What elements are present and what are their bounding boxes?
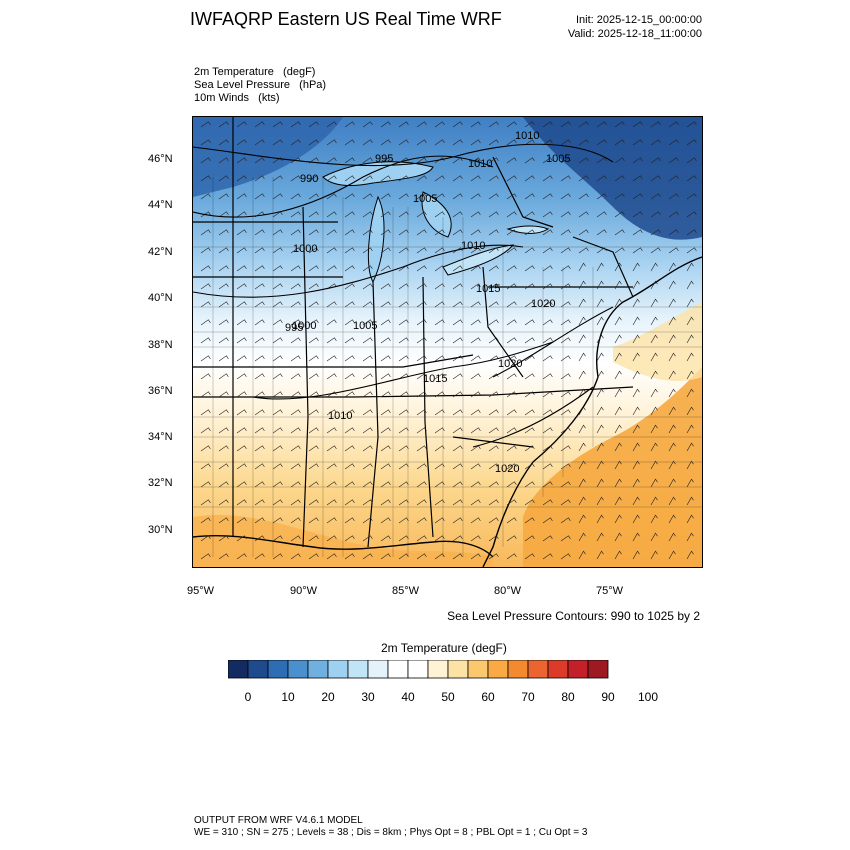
temperature-colorbar: 0 10 20 30 40 50 60 70 80 90 100 [227, 659, 668, 713]
field-winds: 10m Winds (kts) [194, 92, 280, 104]
isobar-label: 1005 [413, 193, 437, 205]
lat-tick-46: 46°N [148, 153, 173, 165]
contour-note: Sea Level Pressure Contours: 990 to 1025… [447, 609, 700, 623]
field-temperature: 2m Temperature (degF) [194, 66, 316, 78]
colorbar-label: 40 [401, 690, 415, 704]
colorbar-swatch [487, 659, 509, 679]
wind-barbs [200, 121, 697, 560]
colorbar-swatch [587, 659, 609, 679]
lat-tick-34: 34°N [148, 431, 173, 443]
colorbar-swatch [287, 659, 309, 679]
isobar-label: 1020 [495, 463, 519, 475]
colorbar-swatch [227, 659, 249, 679]
colorbar-svg: 0 10 20 30 40 50 60 70 80 90 100 [227, 659, 658, 704]
lat-tick-30: 30°N [148, 524, 173, 536]
lon-tick-95: 95°W [187, 585, 215, 597]
lat-tick-36: 36°N [148, 385, 173, 397]
isobar-label: 1010 [461, 240, 485, 252]
footer-model: OUTPUT FROM WRF V4.6.1 MODEL [194, 815, 363, 826]
isobar-label: 995 [285, 322, 303, 334]
colorbar-label: 80 [561, 690, 575, 704]
warm-region-offshore [613, 302, 702, 382]
cold-region-northeast [523, 117, 702, 240]
isobar-contours [193, 143, 614, 448]
isobar-label: 1020 [498, 358, 522, 370]
lon-tick-80: 80°W [494, 585, 522, 597]
isobar-label: 1015 [476, 283, 500, 295]
isobar-label: 1000 [293, 243, 317, 255]
colorbar-label: 20 [321, 690, 335, 704]
chart-title: IWFAQRP Eastern US Real Time WRF [190, 9, 502, 29]
colorbar-label: 30 [361, 690, 375, 704]
isobar-label: 1005 [353, 320, 377, 332]
colorbar-label: 50 [441, 690, 455, 704]
isobar-label: 1000 [292, 320, 316, 332]
colorbar-swatch [327, 659, 349, 679]
init-time: Init: 2025-12-15_00:00:00 [576, 14, 702, 26]
isobar-label: 1010 [328, 410, 352, 422]
colorbar-swatch [567, 659, 589, 679]
colorbar-swatch [467, 659, 489, 679]
colorbar-swatch [347, 659, 369, 679]
field-list: 2m Temperature (degF) Sea Level Pressure… [194, 66, 326, 105]
colorbar-swatch [427, 659, 449, 679]
colorbar-label: 60 [481, 690, 495, 704]
valid-time: Valid: 2025-12-18_11:00:00 [567, 28, 702, 40]
colorbar-swatch [247, 659, 269, 679]
lat-tick-40: 40°N [148, 292, 173, 304]
lat-tick-32: 32°N [148, 477, 173, 489]
colorbar-label: 100 [638, 690, 658, 704]
colorbar-swatch [507, 659, 529, 679]
lon-tick-85: 85°W [392, 585, 420, 597]
colorbar-swatch [527, 659, 549, 679]
colorbar-swatch [387, 659, 409, 679]
isobar-label: 1010 [468, 158, 492, 170]
isobar-labels: 1010100510109959901005100099510101015102… [285, 130, 570, 475]
weather-map: 1010 1005 1010 995 990 1005 1000 995 1010 1015 102… [192, 116, 703, 568]
lake-ontario [506, 225, 550, 234]
colorbar-swatch [307, 659, 329, 679]
lat-tick-38: 38°N [148, 339, 173, 351]
map-canvas: 1010100510109959901005100099510101015102… [193, 117, 702, 567]
isobar-label: 1010 [515, 130, 539, 142]
colorbar-title: 2m Temperature (degF) [381, 641, 507, 655]
colorbar-label: 90 [601, 690, 615, 704]
county-lines [193, 177, 702, 557]
isobar-label: 995 [375, 153, 393, 165]
field-pressure: Sea Level Pressure (hPa) [194, 79, 327, 91]
colorbar-label: 10 [281, 690, 295, 704]
colorbar-label: 70 [521, 690, 535, 704]
colorbar-swatch [367, 659, 389, 679]
lat-tick-44: 44°N [148, 199, 173, 211]
lake-erie [442, 244, 515, 276]
isobar-label: 1020 [531, 298, 555, 310]
lon-tick-90: 90°W [290, 585, 318, 597]
isobar-label: 1015 [423, 373, 447, 385]
footer-config: WE = 310 ; SN = 275 ; Levels = 38 ; Dis … [194, 827, 588, 838]
isobar-label: 1005 [546, 153, 570, 165]
colorbar-swatch [547, 659, 569, 679]
lat-tick-42: 42°N [148, 246, 173, 258]
colorbar-swatch [407, 659, 429, 679]
colorbar-swatch [447, 659, 469, 679]
colorbar-swatch [267, 659, 289, 679]
colorbar-label: 0 [245, 690, 252, 704]
model-footer: OUTPUT FROM WRF V4.6.1 MODEL WE = 310 ; … [194, 815, 587, 839]
lon-tick-75: 75°W [596, 585, 624, 597]
isobar-label: 990 [300, 173, 318, 185]
gulf-coastline [193, 534, 494, 558]
